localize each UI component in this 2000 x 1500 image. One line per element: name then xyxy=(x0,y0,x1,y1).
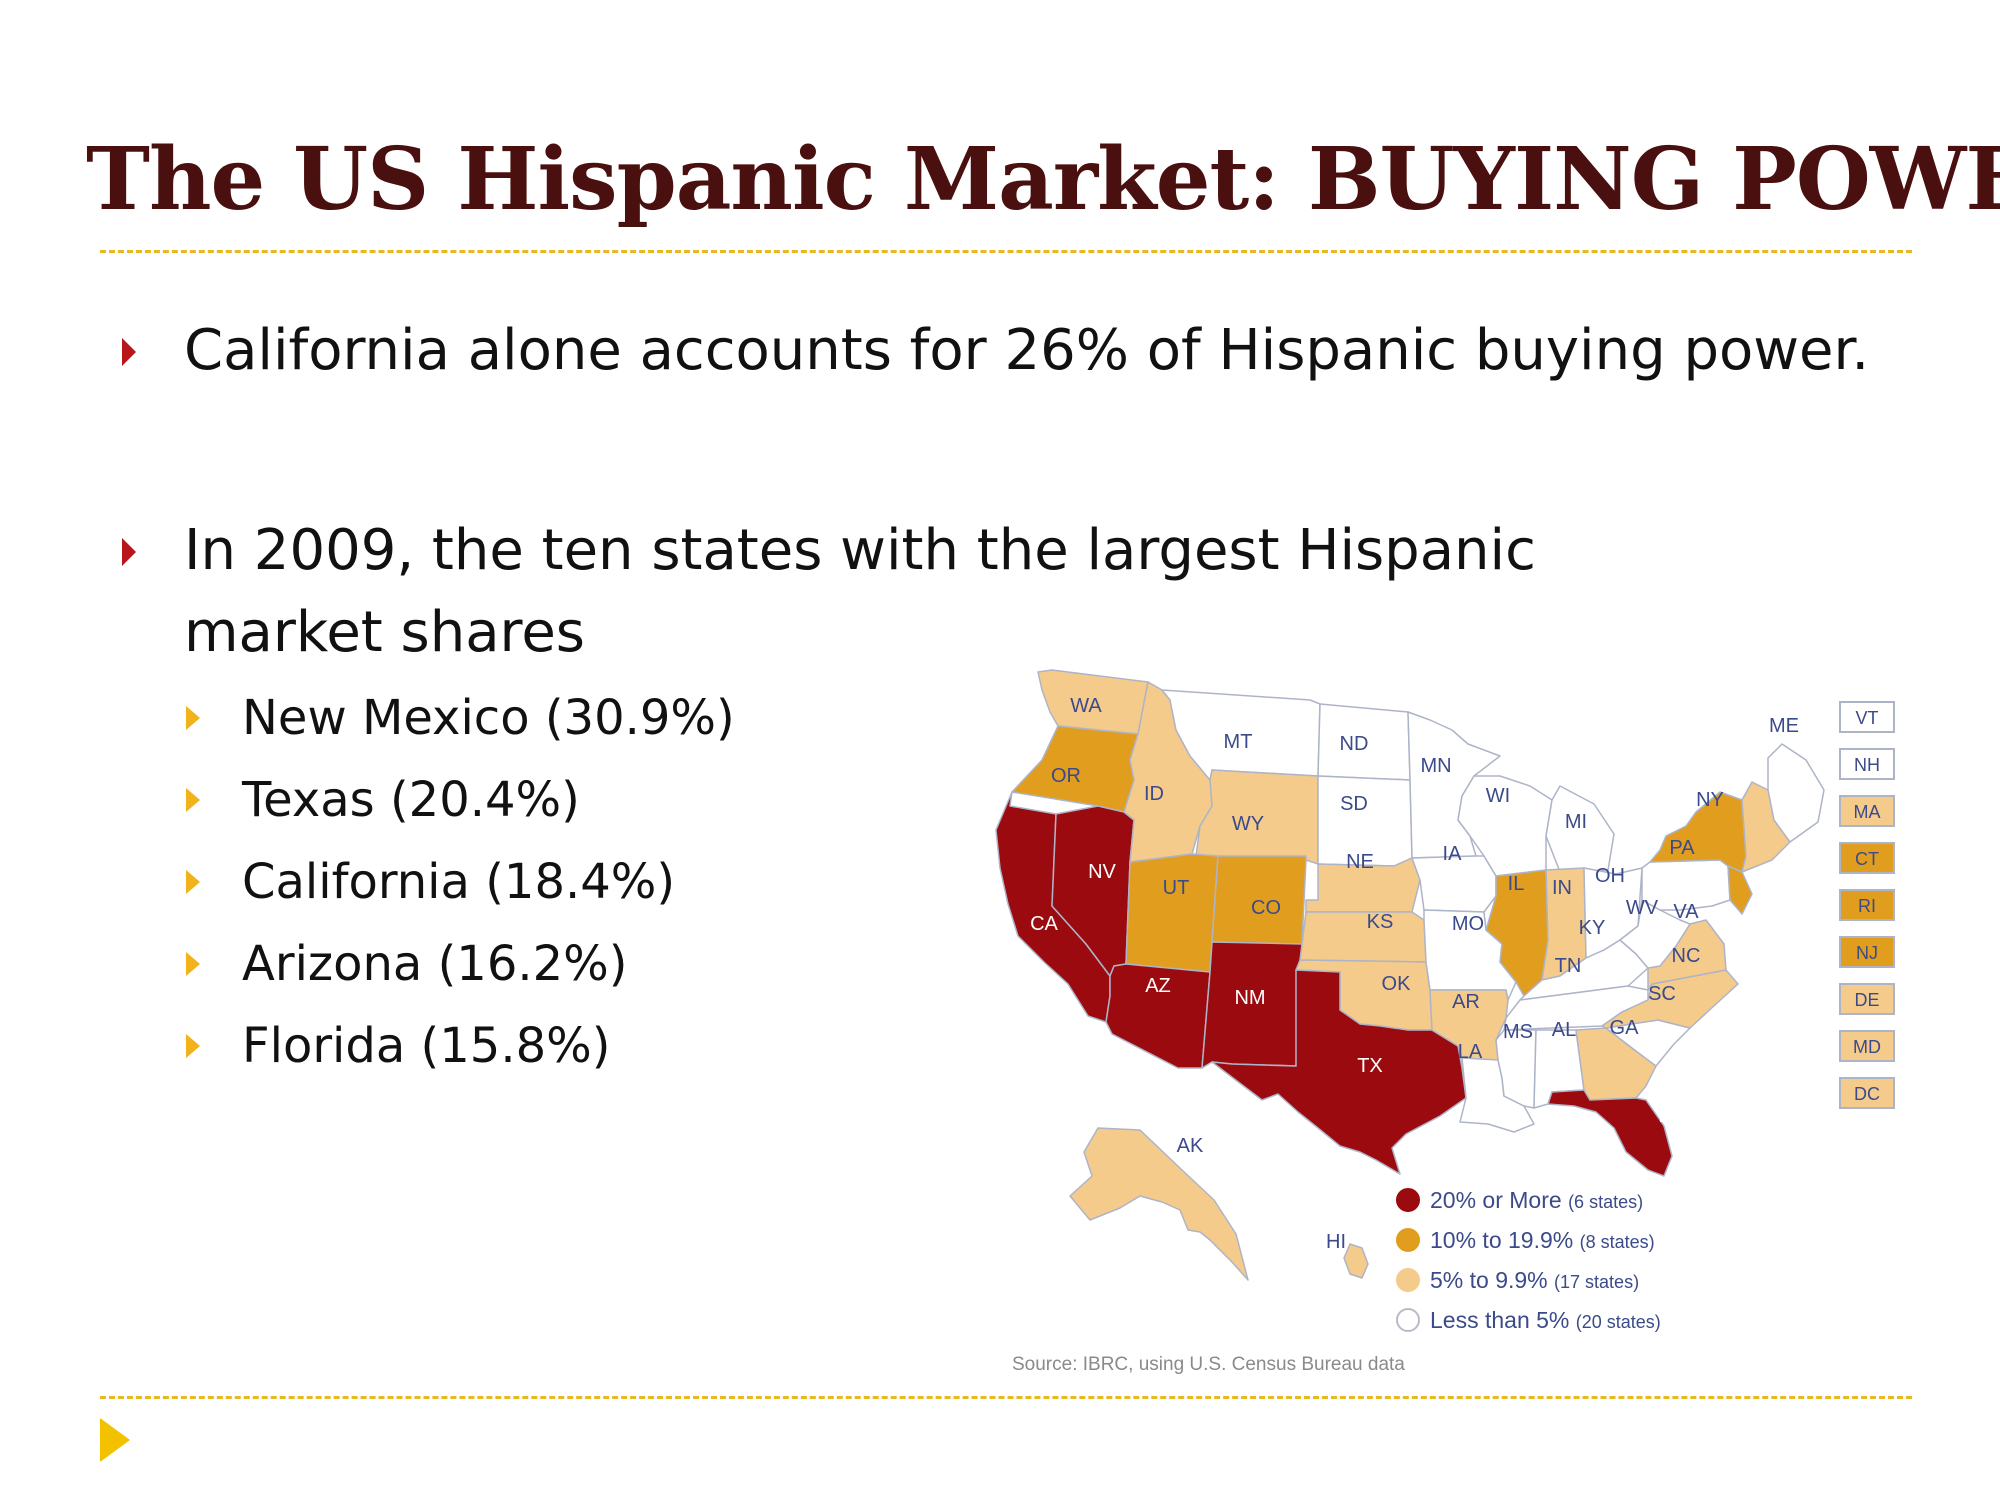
svg-text:NH: NH xyxy=(1854,755,1880,775)
state-label-ny: NY xyxy=(1696,789,1724,811)
svg-text:VT: VT xyxy=(1855,708,1878,728)
state-label-sc: SC xyxy=(1648,983,1676,1005)
state-label-mn: MN xyxy=(1420,755,1451,777)
state-label-in: IN xyxy=(1552,877,1572,899)
state-nj xyxy=(1727,865,1753,915)
small-state-box-vt: VT xyxy=(1839,701,1895,733)
state-label-wa: WA xyxy=(1070,695,1102,717)
state-label-va: VA xyxy=(1673,901,1699,923)
yellow-triangle-bullet-icon xyxy=(186,788,200,812)
state-wv xyxy=(1619,899,1691,969)
map-source: Source: IBRC, using U.S. Census Bureau d… xyxy=(1012,1354,1405,1375)
legend-swatch-icon xyxy=(1396,1308,1420,1332)
legend-swatch-icon xyxy=(1396,1188,1420,1212)
state-label-me: ME xyxy=(1769,715,1799,737)
red-triangle-bullet-icon xyxy=(122,538,136,566)
small-state-box-ri: RI xyxy=(1839,889,1895,921)
legend-swatch-icon xyxy=(1396,1268,1420,1292)
state-ak xyxy=(1069,1127,1249,1281)
legend-item-dark: 20% or More (6 states) xyxy=(1396,1187,1643,1213)
state-fl xyxy=(1547,1089,1673,1177)
small-state-box-dc: DC xyxy=(1839,1077,1895,1109)
yellow-triangle-bullet-icon xyxy=(186,952,200,976)
state-label-ok: OK xyxy=(1382,973,1412,995)
legend-item-orange: 10% to 19.9% (8 states) xyxy=(1396,1227,1655,1253)
state-label-nm: NM xyxy=(1234,987,1265,1009)
small-state-box-ma: MA xyxy=(1839,795,1895,827)
state-me xyxy=(1767,743,1825,843)
yellow-triangle-bullet-icon xyxy=(186,706,200,730)
state-ks xyxy=(1299,911,1427,963)
state-label-ks: KS xyxy=(1367,911,1394,933)
yellow-triangle-bullet-icon xyxy=(186,1034,200,1058)
slide-title: The US Hispanic Market: BUYING POWER xyxy=(86,129,2000,230)
state-ny xyxy=(1649,791,1747,873)
state-label-ut: UT xyxy=(1163,877,1190,899)
state-label-ms: MS xyxy=(1503,1021,1533,1043)
svg-text:DE: DE xyxy=(1854,990,1879,1010)
state-label-wi: WI xyxy=(1486,785,1510,807)
bullet-text: In 2009, the ten states with the largest… xyxy=(184,518,1536,665)
state-nc xyxy=(1601,969,1739,1029)
state-tx xyxy=(1211,969,1467,1175)
state-label-id: ID xyxy=(1144,783,1164,805)
state-label-al: AL xyxy=(1552,1019,1576,1041)
state-label-il: IL xyxy=(1508,873,1525,895)
state-label-tx: TX xyxy=(1357,1055,1383,1077)
footer-divider xyxy=(100,1396,1912,1399)
state-label-nc: NC xyxy=(1672,945,1701,967)
legend-swatch-icon xyxy=(1396,1228,1420,1252)
state-label-mt: MT xyxy=(1224,731,1253,753)
legend-item-none: Less than 5% (20 states) xyxy=(1396,1307,1661,1333)
state-label-az: AZ xyxy=(1145,975,1171,997)
yellow-triangle-bullet-icon xyxy=(186,870,200,894)
state-label-or: OR xyxy=(1051,765,1081,787)
state-label-mo: MO xyxy=(1452,913,1484,935)
state-label-ak: AK xyxy=(1177,1135,1204,1157)
state-mo xyxy=(1423,909,1517,1001)
bullet-text: California alone accounts for 26% of His… xyxy=(184,318,1870,383)
state-label-tn: TN xyxy=(1555,955,1582,977)
state-label-wy: WY xyxy=(1232,813,1264,835)
small-state-box-ct: CT xyxy=(1839,842,1895,874)
title-divider xyxy=(100,250,1912,253)
state-ut xyxy=(1125,853,1219,973)
svg-text:RI: RI xyxy=(1858,896,1876,916)
legend-label: Less than 5% (20 states) xyxy=(1430,1307,1661,1333)
state-label-oh: OH xyxy=(1595,865,1625,887)
legend-item-light: 5% to 9.9% (17 states) xyxy=(1396,1267,1639,1293)
state-label-ne: NE xyxy=(1346,851,1374,873)
svg-text:MD: MD xyxy=(1853,1037,1881,1057)
legend-label: 5% to 9.9% (17 states) xyxy=(1430,1267,1639,1293)
state-label-mi: MI xyxy=(1565,811,1587,833)
state-label-ga: GA xyxy=(1610,1017,1640,1039)
state-label-ia: IA xyxy=(1443,843,1463,865)
red-triangle-bullet-icon xyxy=(122,338,136,366)
small-state-box-nj: NJ xyxy=(1839,936,1895,968)
state-label-ky: KY xyxy=(1579,917,1606,939)
svg-text:NJ: NJ xyxy=(1856,943,1878,963)
slide-corner-arrow-icon xyxy=(100,1418,130,1462)
state-label-nd: ND xyxy=(1340,733,1369,755)
state-label-ar: AR xyxy=(1452,991,1480,1013)
small-state-box-md: MD xyxy=(1839,1030,1895,1062)
state-label-sd: SD xyxy=(1340,793,1368,815)
small-state-box-nh: NH xyxy=(1839,748,1895,780)
svg-text:DC: DC xyxy=(1854,1084,1880,1104)
small-state-box-de: DE xyxy=(1839,983,1895,1015)
state-label-hi: HI xyxy=(1326,1231,1346,1253)
state-label-nv: NV xyxy=(1088,861,1116,883)
legend-label: 20% or More (6 states) xyxy=(1430,1187,1643,1213)
state-label-la: LA xyxy=(1458,1041,1483,1063)
svg-text:CT: CT xyxy=(1855,849,1879,869)
state-label-fl: FL xyxy=(1658,1105,1681,1127)
svg-text:MA: MA xyxy=(1854,802,1881,822)
legend-label: 10% to 19.9% (8 states) xyxy=(1430,1227,1655,1253)
state-hi xyxy=(1343,1243,1369,1279)
state-label-co: CO xyxy=(1251,897,1281,919)
state-label-wv: WV xyxy=(1626,897,1659,919)
state-label-ca: CA xyxy=(1030,913,1058,935)
state-label-pa: PA xyxy=(1669,837,1695,859)
